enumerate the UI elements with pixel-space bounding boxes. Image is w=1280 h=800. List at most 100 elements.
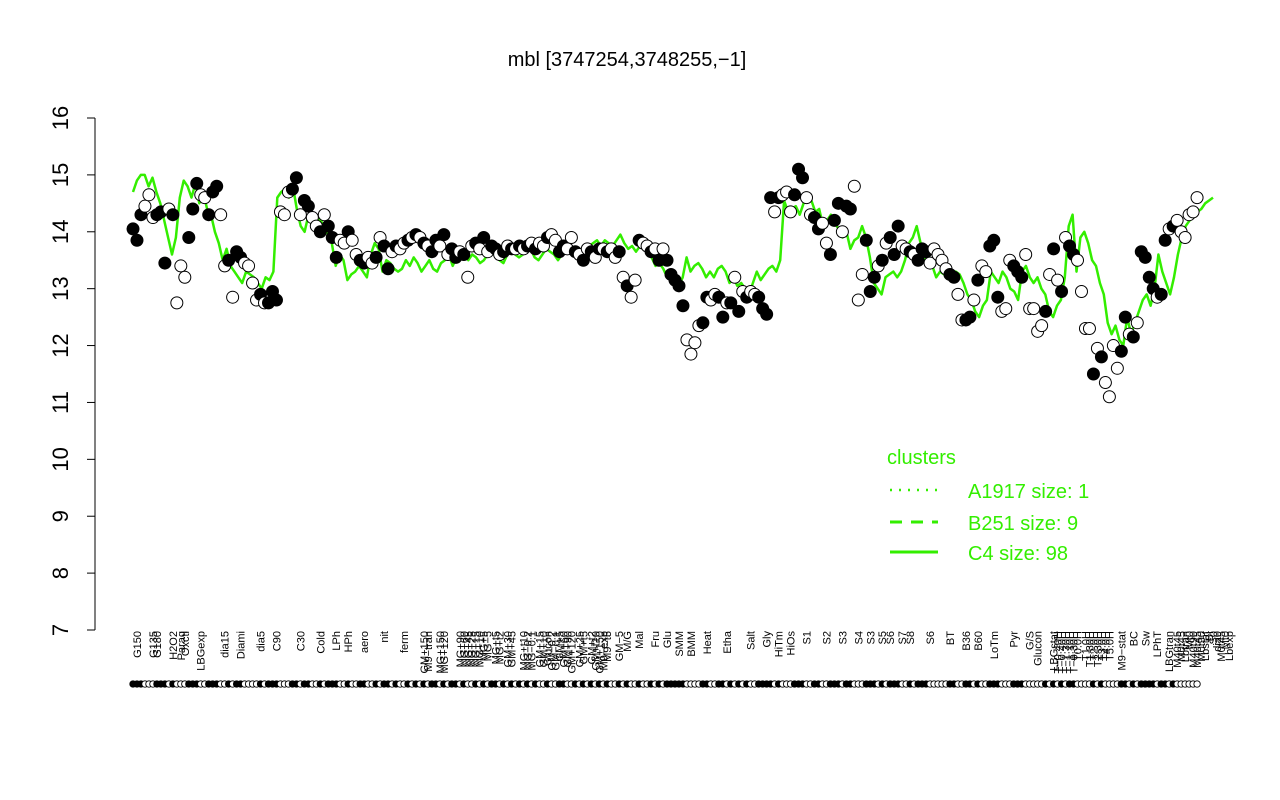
x-tick-label: Glucon [1033, 631, 1045, 666]
data-point [1015, 270, 1029, 284]
data-point [178, 270, 192, 284]
x-tick-label: GM+t10 [590, 631, 602, 670]
x-tick-label: M9−exp [598, 631, 610, 670]
y-tick-label: 9 [48, 510, 73, 522]
data-point [1158, 233, 1172, 247]
data-point [891, 219, 905, 233]
data-point [947, 270, 961, 284]
y-tick-label: 14 [48, 220, 73, 244]
x-tick-label: GM+t5 [578, 631, 590, 664]
data-point [684, 347, 698, 361]
data-point [887, 248, 901, 262]
x-tick-label: Mal [634, 631, 646, 649]
x-tick-label: MG−0.1 [527, 631, 539, 670]
data-point [246, 276, 260, 290]
data-point [991, 290, 1005, 304]
x-tick-label: LBGexp [196, 631, 208, 671]
data-point [784, 205, 798, 219]
data-point [202, 208, 216, 222]
data-point [1102, 390, 1116, 404]
x-tick-label: MG+90 [455, 631, 467, 667]
data-point [1086, 367, 1100, 381]
x-tick-label: LBGtran [1164, 631, 1176, 672]
data-point [1154, 287, 1168, 301]
data-point [967, 293, 981, 307]
data-point [329, 250, 343, 264]
data-point [477, 230, 491, 244]
data-point [345, 233, 359, 247]
x-tick-label: Lbexp [1224, 631, 1236, 661]
y-tick-label: 10 [48, 447, 73, 471]
x-tick-label: MG−0.2 [523, 631, 535, 670]
data-point [1170, 213, 1184, 227]
data-point [190, 176, 204, 190]
x-tick-label: M40t45 [1192, 631, 1204, 668]
x-tick-label: Paraq [176, 631, 188, 660]
y-tick-label: 15 [48, 163, 73, 187]
data-point [752, 290, 766, 304]
x-tick-label: Mt0 [1220, 631, 1232, 649]
data-point [289, 171, 303, 185]
data-point [1110, 361, 1124, 375]
x-tick-label: MG+60 [459, 631, 471, 667]
data-point [457, 248, 471, 262]
x-tick-label: Pyr [1009, 631, 1021, 648]
y-tick-label: 11 [48, 391, 73, 414]
data-point [923, 256, 937, 270]
data-point [1142, 270, 1156, 284]
x-tick-label: T1.0H [1080, 631, 1092, 661]
x-tick-label: S2 [821, 631, 833, 644]
data-point [672, 279, 686, 293]
data-point [1019, 248, 1033, 262]
x-tick-label: LBGstat [1049, 631, 1061, 671]
x-tick-label: GM−0.2 [546, 631, 558, 670]
data-point [142, 188, 156, 202]
x-tick-label: nit [379, 631, 391, 643]
x-tick-label: Gly [762, 631, 774, 648]
x-tick-label: MG+15 [471, 631, 483, 667]
data-points [126, 162, 1204, 404]
data-point [1082, 321, 1096, 335]
legend: clusters A1917 size: 1 B251 size: 9 C4 s… [887, 447, 1089, 565]
x-tick-label: MG+25 [467, 631, 479, 667]
x-tick-label: C30 [295, 631, 307, 651]
x-tick-label: LPhT [1152, 631, 1164, 658]
x-tick-label: T−1.10H [1065, 631, 1077, 674]
x-tick-label: H2O2 [168, 631, 180, 660]
data-point [788, 188, 802, 202]
data-point [564, 230, 578, 244]
data-point [166, 208, 180, 222]
x-tick-label: LPh [331, 631, 343, 651]
x-tick-label: T−0.40H [1053, 631, 1065, 674]
x-tick-label: M/G [622, 631, 634, 652]
x-tick-label: MG+120 [439, 631, 451, 674]
x-tick-label: GM+30 [503, 631, 515, 667]
x-tick-label: S6 [925, 631, 937, 644]
data-point [724, 296, 738, 310]
x-tick-label: Diami [236, 631, 248, 659]
x-tick-label: Fru [650, 631, 662, 648]
x-tick-label: GM−0.1 [550, 631, 562, 670]
x-tick-label: GM+90 [562, 631, 574, 667]
chart-title: mbl [3747254,3748255,−1] [508, 49, 747, 71]
data-point [174, 259, 188, 273]
x-tick-label: MG+5 [479, 631, 491, 661]
x-tick-label: T2.30H [1092, 631, 1104, 667]
data-point [612, 245, 626, 259]
y-tick-label: 8 [48, 567, 73, 579]
data-point [688, 336, 702, 350]
data-point [1098, 376, 1112, 390]
data-point [883, 230, 897, 244]
data-point [827, 213, 841, 227]
x-tick-label: M9−t5 [602, 631, 614, 662]
data-point [875, 253, 889, 267]
x-tick-label: T0.0H [1073, 631, 1085, 661]
x-tick-label: GM+120 [566, 631, 578, 674]
x-tick-label: GM+60 [558, 631, 570, 667]
x-tick-label: M40t90 [1188, 631, 1200, 668]
data-point [269, 293, 283, 307]
x-tick-label: S7 [897, 631, 909, 644]
x-tick-label: dia5 [256, 631, 268, 652]
x-tick-label: S1 [802, 631, 814, 644]
